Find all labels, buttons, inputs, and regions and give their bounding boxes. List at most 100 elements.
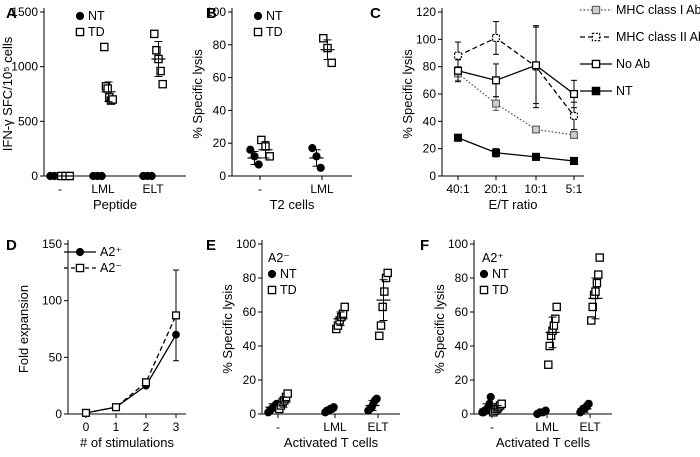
y-tick-label: 100	[236, 237, 256, 251]
legend-entry: A2⁺	[100, 245, 122, 259]
data-point	[531, 61, 541, 70]
data-point	[587, 316, 596, 325]
data-point	[380, 287, 389, 296]
legend-entry: NT	[266, 9, 283, 23]
legend-marker	[267, 269, 277, 279]
y-tick-label: 0	[55, 407, 62, 421]
inset-label: A2⁻	[268, 251, 290, 265]
y-tick-label: 0	[461, 407, 468, 421]
x-tick-label: 10:1	[524, 182, 548, 196]
data-point	[111, 403, 121, 412]
x-tick-label: LML	[310, 182, 334, 196]
x-tick-label: -	[490, 420, 494, 434]
y-tick-label: 100	[448, 237, 468, 251]
x-tick-label: ELT	[367, 420, 389, 434]
data-point	[246, 145, 255, 154]
y-tick-label: 40	[455, 339, 469, 353]
panel-letter-B: B	[206, 5, 217, 22]
legend-marker	[267, 285, 277, 295]
y-tick-label: 0	[31, 169, 38, 183]
series-line	[85, 334, 177, 414]
series-line	[457, 64, 575, 95]
legend-entry: MHC class II Ab	[616, 30, 700, 44]
data-point	[584, 399, 593, 408]
data-point	[453, 66, 463, 75]
y-tick-label: 20	[243, 373, 257, 387]
y-tick-label: 0	[219, 169, 226, 183]
y-tick-label: 1000	[11, 60, 38, 74]
y-tick-label: 80	[243, 271, 257, 285]
data-point	[376, 321, 386, 330]
data-point	[141, 378, 151, 387]
y-tick-label: 150	[42, 237, 62, 251]
legend-marker	[591, 86, 601, 96]
data-point	[531, 125, 540, 134]
panel-letter-D: D	[6, 237, 17, 254]
series-line	[457, 72, 575, 136]
y-tick-label: 0	[429, 169, 436, 183]
data-point	[569, 111, 578, 120]
data-point	[552, 302, 561, 312]
data-point	[383, 268, 392, 278]
y-tick-label: 80	[423, 60, 437, 74]
data-point	[340, 302, 349, 312]
data-point	[492, 33, 501, 42]
legend-entry: A2⁻	[100, 261, 122, 275]
data-point	[594, 270, 603, 279]
data-point	[544, 360, 553, 369]
x-tick-label: LML	[323, 420, 347, 434]
y-axis-title: % Specific lysis	[432, 284, 447, 374]
data-point	[454, 51, 463, 60]
data-point	[319, 33, 328, 43]
y-tick-label: 80	[455, 271, 469, 285]
x-axis-title: Activated T cells	[284, 435, 379, 450]
x-tick-label: 40:1	[446, 182, 470, 196]
x-axis-title: E/T ratio	[489, 197, 538, 212]
y-tick-label: 40	[423, 114, 437, 128]
x-tick-label: 0	[83, 420, 90, 434]
y-axis-title: % Specific lysis	[400, 49, 415, 139]
data-point	[327, 58, 336, 68]
data-point	[492, 99, 501, 108]
legend-entry: NT	[280, 267, 297, 281]
data-point	[551, 314, 560, 324]
panel-letter-C: C	[370, 5, 381, 22]
legend-marker	[591, 59, 601, 69]
data-point	[569, 89, 579, 99]
inset-label: A2⁺	[482, 251, 504, 265]
y-axis-title: % Specific lysis	[190, 49, 205, 139]
legend-entry: No Ab	[616, 57, 650, 71]
legend-marker	[479, 285, 489, 295]
legend-entry: MHC class I Ab	[616, 3, 700, 17]
legend-marker	[75, 263, 85, 273]
data-point	[329, 403, 338, 412]
panel-letter-F: F	[420, 237, 429, 254]
y-tick-label: 120	[416, 5, 436, 19]
x-tick-label: 1	[113, 420, 120, 434]
data-point	[491, 76, 501, 85]
x-tick-label: -	[258, 182, 262, 196]
data-point	[372, 394, 381, 403]
legend-entry: TD	[266, 25, 283, 39]
data-point	[283, 389, 292, 398]
legend-entry: NT	[88, 9, 105, 23]
y-tick-label: 20	[213, 136, 227, 150]
y-axis-title: Fold expansion	[16, 285, 31, 373]
legend-entry: TD	[492, 283, 509, 297]
y-tick-label: 60	[213, 71, 227, 85]
x-axis-title: # of stimulations	[80, 435, 174, 450]
legend-marker	[479, 269, 489, 279]
y-tick-label: 60	[423, 87, 437, 101]
legend-marker	[75, 27, 85, 37]
series-line	[457, 137, 575, 162]
y-tick-label: 20	[455, 373, 469, 387]
data-point	[491, 148, 501, 157]
y-tick-label: 1500	[11, 5, 38, 19]
data-point	[545, 341, 554, 351]
data-point	[316, 163, 325, 172]
panel-letter-E: E	[206, 237, 216, 254]
y-tick-label: 100	[206, 5, 226, 19]
series-line	[457, 37, 575, 117]
x-tick-label: ELT	[142, 182, 164, 196]
x-tick-label: 5:1	[566, 182, 583, 196]
